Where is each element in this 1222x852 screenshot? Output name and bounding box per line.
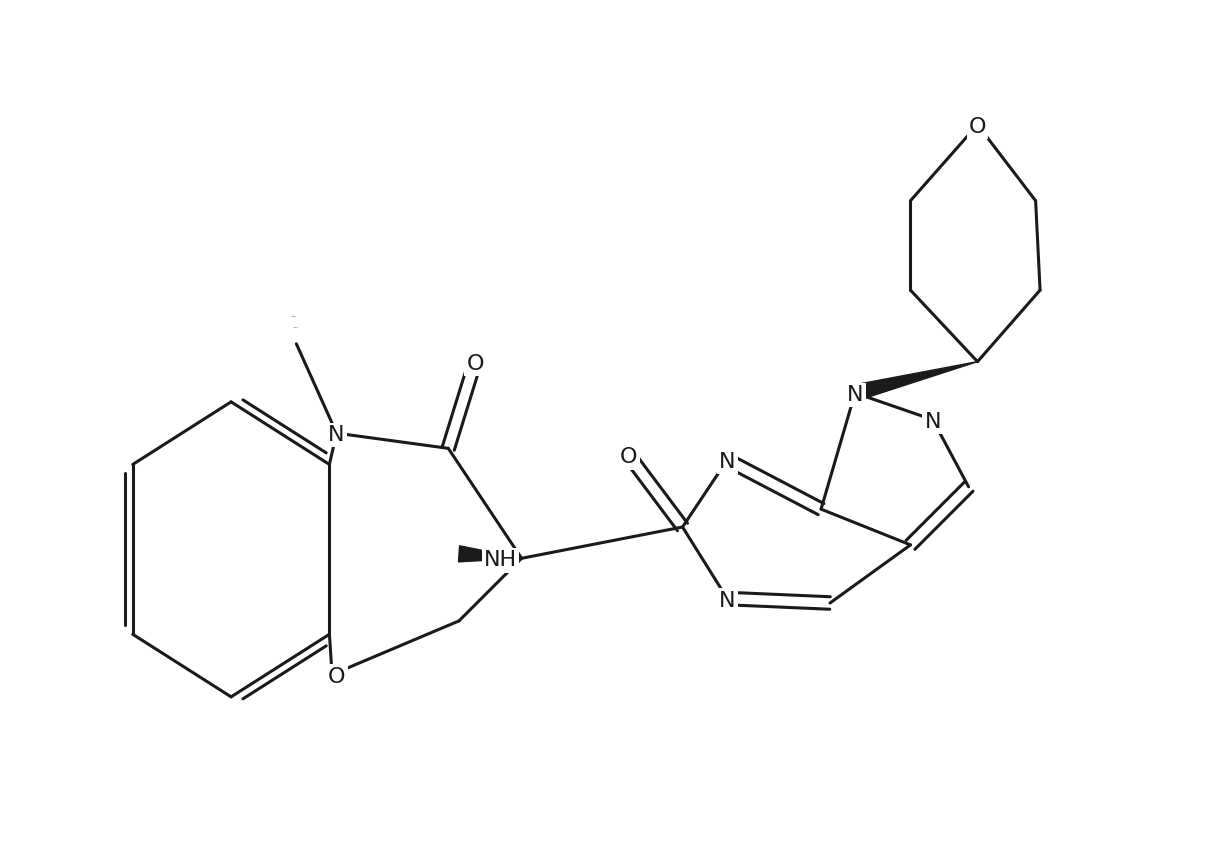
Polygon shape — [853, 361, 978, 400]
Text: methyl: methyl — [295, 327, 298, 328]
Text: methyl: methyl — [297, 338, 301, 339]
Text: N: N — [925, 412, 941, 432]
Text: O: O — [969, 117, 986, 137]
Text: N: N — [329, 425, 345, 445]
Text: O: O — [467, 354, 484, 374]
Polygon shape — [458, 546, 522, 561]
Text: O: O — [327, 666, 346, 687]
Text: O: O — [620, 447, 638, 468]
Text: N: N — [719, 452, 736, 472]
Text: methyl: methyl — [292, 316, 297, 317]
Text: NH: NH — [484, 550, 517, 570]
Text: N: N — [847, 385, 863, 405]
Text: N: N — [719, 590, 736, 611]
